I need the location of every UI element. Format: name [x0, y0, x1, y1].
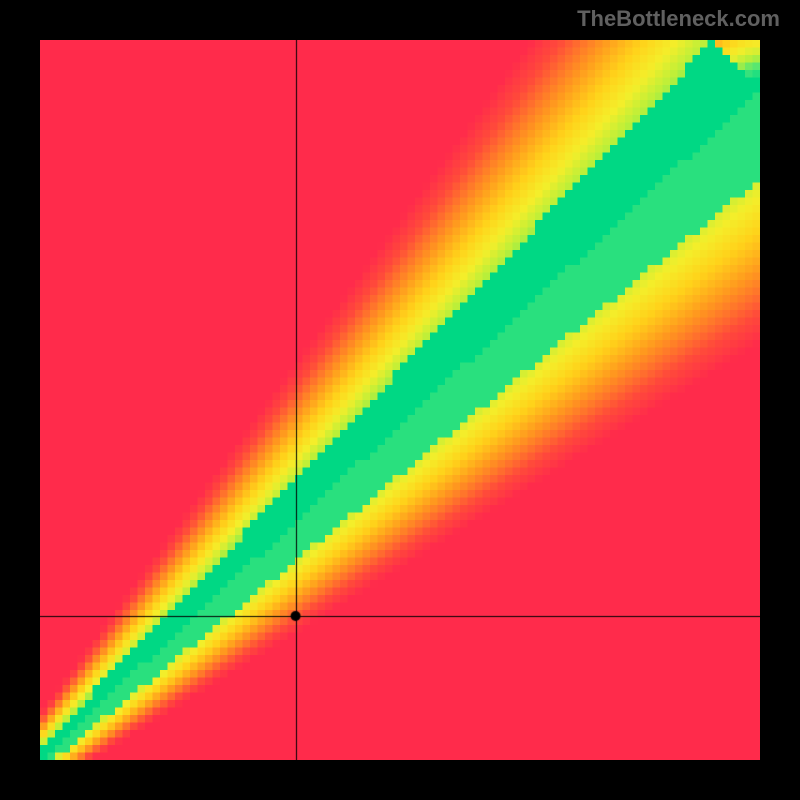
watermark-text: TheBottleneck.com [577, 6, 780, 32]
chart-container: TheBottleneck.com [0, 0, 800, 800]
bottleneck-heatmap [40, 40, 760, 760]
